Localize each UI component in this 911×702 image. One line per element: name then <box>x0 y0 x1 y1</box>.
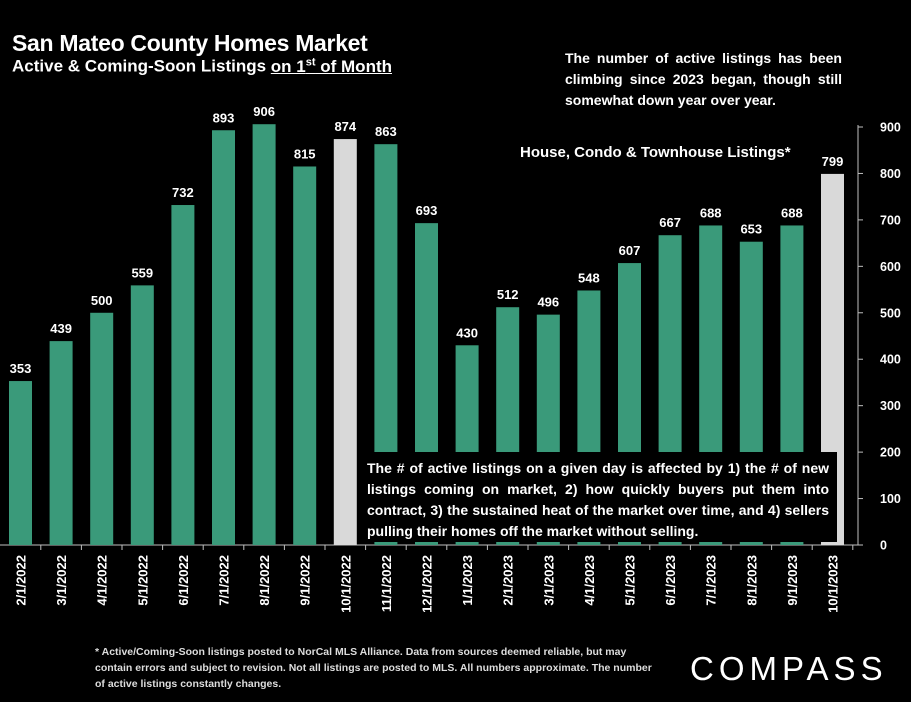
y-tick-label: 900 <box>880 121 901 135</box>
bar <box>333 139 357 545</box>
bar <box>293 166 317 545</box>
bar <box>49 341 73 545</box>
bar <box>374 144 398 545</box>
y-tick-label: 700 <box>880 213 901 227</box>
subtitle-suffix: of Month <box>315 56 392 76</box>
bar-data-label: 906 <box>253 104 275 119</box>
x-tick-label: 4/1/2022 <box>95 555 110 606</box>
x-tick-label: 12/1/2022 <box>420 555 435 613</box>
x-tick-label: 6/1/2022 <box>176 555 191 606</box>
compass-logo: COMPASS <box>690 650 888 687</box>
top-annotation: The number of active listings has been c… <box>565 50 842 108</box>
x-tick-label: 7/1/2023 <box>704 555 719 606</box>
y-tick-label: 200 <box>880 446 901 460</box>
bar-data-label: 815 <box>294 146 316 161</box>
y-tick-label: 600 <box>880 260 901 274</box>
x-tick-label: 11/1/2022 <box>379 555 394 612</box>
y-tick-label: 500 <box>880 306 901 320</box>
x-tick-label: 5/1/2022 <box>135 555 150 606</box>
y-tick-label: 100 <box>880 492 901 506</box>
series-label: House, Condo & Townhouse Listings* <box>520 144 791 161</box>
y-tick-label: 800 <box>880 167 901 181</box>
bar-data-label: 693 <box>416 203 438 218</box>
x-tick-label: 8/1/2023 <box>744 555 759 606</box>
x-tick-label: 7/1/2022 <box>217 555 232 606</box>
bar-data-label: 653 <box>740 222 762 237</box>
explanation-box: The # of active listings on a given day … <box>359 452 837 542</box>
bar-data-label: 607 <box>619 243 641 258</box>
x-tick-label: 1/1/2023 <box>460 555 475 606</box>
bar-data-label: 512 <box>497 287 519 302</box>
x-tick-label: 2/1/2022 <box>14 555 29 606</box>
subtitle-prefix: Active & Coming-Soon Listings <box>12 56 271 76</box>
x-tick-label: 9/1/2023 <box>785 555 800 606</box>
bar-data-label: 688 <box>781 205 803 220</box>
chart-subtitle: Active & Coming-Soon Listings on 1st of … <box>12 56 392 77</box>
y-tick-label: 400 <box>880 353 901 367</box>
footnote: * Active/Coming-Soon listings posted to … <box>95 646 652 690</box>
bar-data-label: 559 <box>131 265 153 280</box>
x-tick-label: 3/1/2023 <box>541 555 556 606</box>
bar-data-label: 893 <box>213 110 235 125</box>
bar-data-label: 353 <box>10 361 32 376</box>
x-tick-label: 8/1/2022 <box>257 555 272 606</box>
bar <box>171 205 195 545</box>
bar-data-label: 439 <box>50 321 72 336</box>
bar <box>212 130 235 546</box>
chart-title: San Mateo County Homes Market <box>12 30 368 56</box>
subtitle-on: on 1 <box>270 56 306 76</box>
bar-data-label: 863 <box>375 124 397 139</box>
bar-data-label: 799 <box>822 154 844 169</box>
subtitle-underlined: on 1st of Month <box>270 56 392 76</box>
x-tick-label: 3/1/2022 <box>54 555 69 606</box>
subtitle-sup: st <box>305 56 316 68</box>
bar-data-label: 496 <box>537 295 559 310</box>
bar <box>9 381 32 545</box>
bar-data-label: 874 <box>334 119 356 134</box>
x-tick-label: 2/1/2023 <box>501 555 516 606</box>
bar-data-label: 688 <box>700 205 722 220</box>
bar <box>90 312 114 545</box>
x-tick-label: 4/1/2023 <box>582 555 597 606</box>
bar-data-label: 500 <box>91 293 113 308</box>
bar <box>130 285 154 545</box>
y-tick-label: 300 <box>880 399 901 413</box>
bar-data-label: 430 <box>456 325 478 340</box>
bar-data-label: 548 <box>578 270 600 285</box>
x-tick-label: 9/1/2022 <box>298 555 313 606</box>
bar <box>252 124 276 546</box>
bar-data-label: 667 <box>659 215 681 230</box>
x-tick-label: 10/1/2023 <box>826 555 841 613</box>
x-tick-label: 5/1/2023 <box>623 555 638 606</box>
y-tick-label: 0 <box>880 539 887 553</box>
bar-data-label: 732 <box>172 185 194 200</box>
x-tick-label: 10/1/2022 <box>338 555 353 613</box>
x-tick-label: 6/1/2023 <box>663 555 678 606</box>
